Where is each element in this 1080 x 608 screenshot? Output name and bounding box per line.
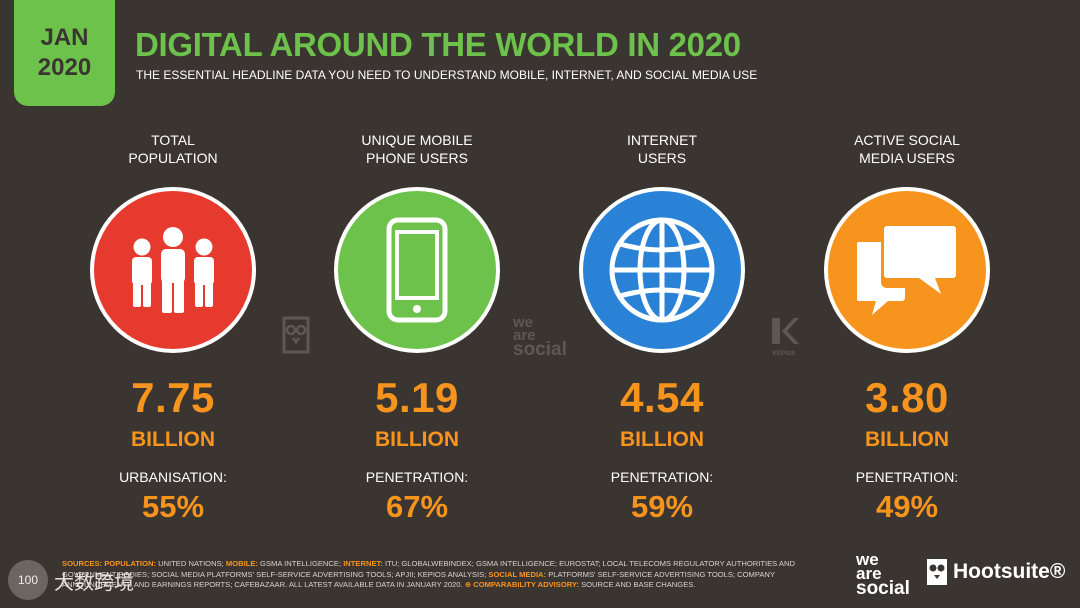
stat-sublabel: URBANISATION: [119, 469, 227, 485]
source-internet-label: INTERNET: [343, 559, 383, 568]
chat-bubbles-icon [857, 226, 956, 315]
stat-value: 4.54 [620, 374, 704, 421]
page-title: DIGITAL AROUND THE WORLD IN 2020 [135, 26, 741, 63]
corner-logo: 100 大数跨境 [8, 560, 134, 600]
stat-subvalue: 59% [630, 489, 694, 524]
population-circle [90, 187, 256, 353]
date-badge: JAN 2020 [14, 0, 115, 106]
stat-unit: BILLION [375, 428, 459, 451]
mobile-circle [334, 187, 500, 353]
source-internet-text: ITU; GLOBALWEBINDEX; GSMA INTELLIGENCE; … [62, 559, 795, 579]
sources-label: SOURCES: [62, 559, 103, 568]
hootsuite-wordmark: Hootsuite® [953, 560, 1066, 583]
stat-label: TOTAL POPULATION [128, 132, 218, 166]
kepios-watermark: KEPIOS [768, 316, 800, 357]
stat-sublabel: PENETRATION: [365, 469, 469, 485]
hootsuite-owl-watermark-icon [282, 316, 310, 359]
stat-subvalue: 67% [385, 489, 449, 524]
stat-sublabel: PENETRATION: [855, 469, 959, 485]
hootsuite-owl-icon [927, 559, 947, 585]
corner-logo-badge: 100 [8, 560, 48, 600]
corner-logo-text: 大数跨境 [54, 571, 134, 594]
brand-social: social [856, 578, 910, 599]
kepios-label: KEPIOS [772, 351, 796, 357]
kepios-logo-icon [772, 318, 799, 344]
we-are-social-logo: we are social [856, 550, 910, 599]
source-social-label: SOCIAL MEDIA: [488, 569, 547, 579]
globe-icon [609, 217, 715, 323]
stat-unit: BILLION [620, 428, 704, 451]
source-population-label: POPULATION: [104, 559, 156, 568]
stat-value: 5.19 [375, 374, 459, 421]
stat-label: UNIQUE MOBILE PHONE USERS [361, 132, 473, 166]
sources-footnote: SOURCES: POPULATION: UNITED NATIONS; MOB… [62, 559, 832, 591]
stat-unit: BILLION [131, 428, 215, 451]
stat-subvalue: 55% [141, 489, 205, 524]
people-icon [132, 227, 214, 313]
stat-sublabel: PENETRATION: [610, 469, 714, 485]
source-population-text: UNITED NATIONS; [155, 559, 226, 568]
stat-unit: BILLION [865, 428, 949, 451]
stat-label: INTERNET USERS [627, 132, 697, 166]
stat-value: 7.75 [131, 374, 215, 421]
watermark-we: we [513, 314, 534, 331]
hootsuite-logo: Hootsuite® [926, 558, 1065, 586]
badge-month: JAN [40, 24, 89, 51]
badge-year: 2020 [37, 54, 92, 81]
comparability-advisory-label: ⊕ COMPARABILITY ADVISORY: [464, 580, 579, 589]
source-mobile-text: GSMA INTELLIGENCE; [257, 559, 344, 568]
mobile-phone-icon [386, 217, 448, 323]
stat-value: 3.80 [865, 374, 949, 421]
comparability-advisory-text: SOURCE AND BASE CHANGES. [578, 580, 696, 589]
watermark-are: are [513, 327, 536, 344]
we-are-social-watermark: we are social [513, 314, 567, 360]
watermark-social: social [513, 339, 567, 360]
brand-are: are [856, 564, 882, 583]
page-subtitle: THE ESSENTIAL HEADLINE DATA YOU NEED TO … [136, 68, 758, 82]
social-circle [824, 187, 990, 353]
stat-label: ACTIVE SOCIAL MEDIA USERS [854, 132, 960, 166]
brand-we: we [856, 550, 879, 569]
source-mobile-label: MOBILE: [225, 559, 258, 568]
source-social-text: PLATFORMS' SELF-SERVICE ADVERTISING TOOL… [62, 569, 775, 590]
stat-subvalue: 49% [875, 489, 939, 524]
internet-circle [579, 187, 745, 353]
